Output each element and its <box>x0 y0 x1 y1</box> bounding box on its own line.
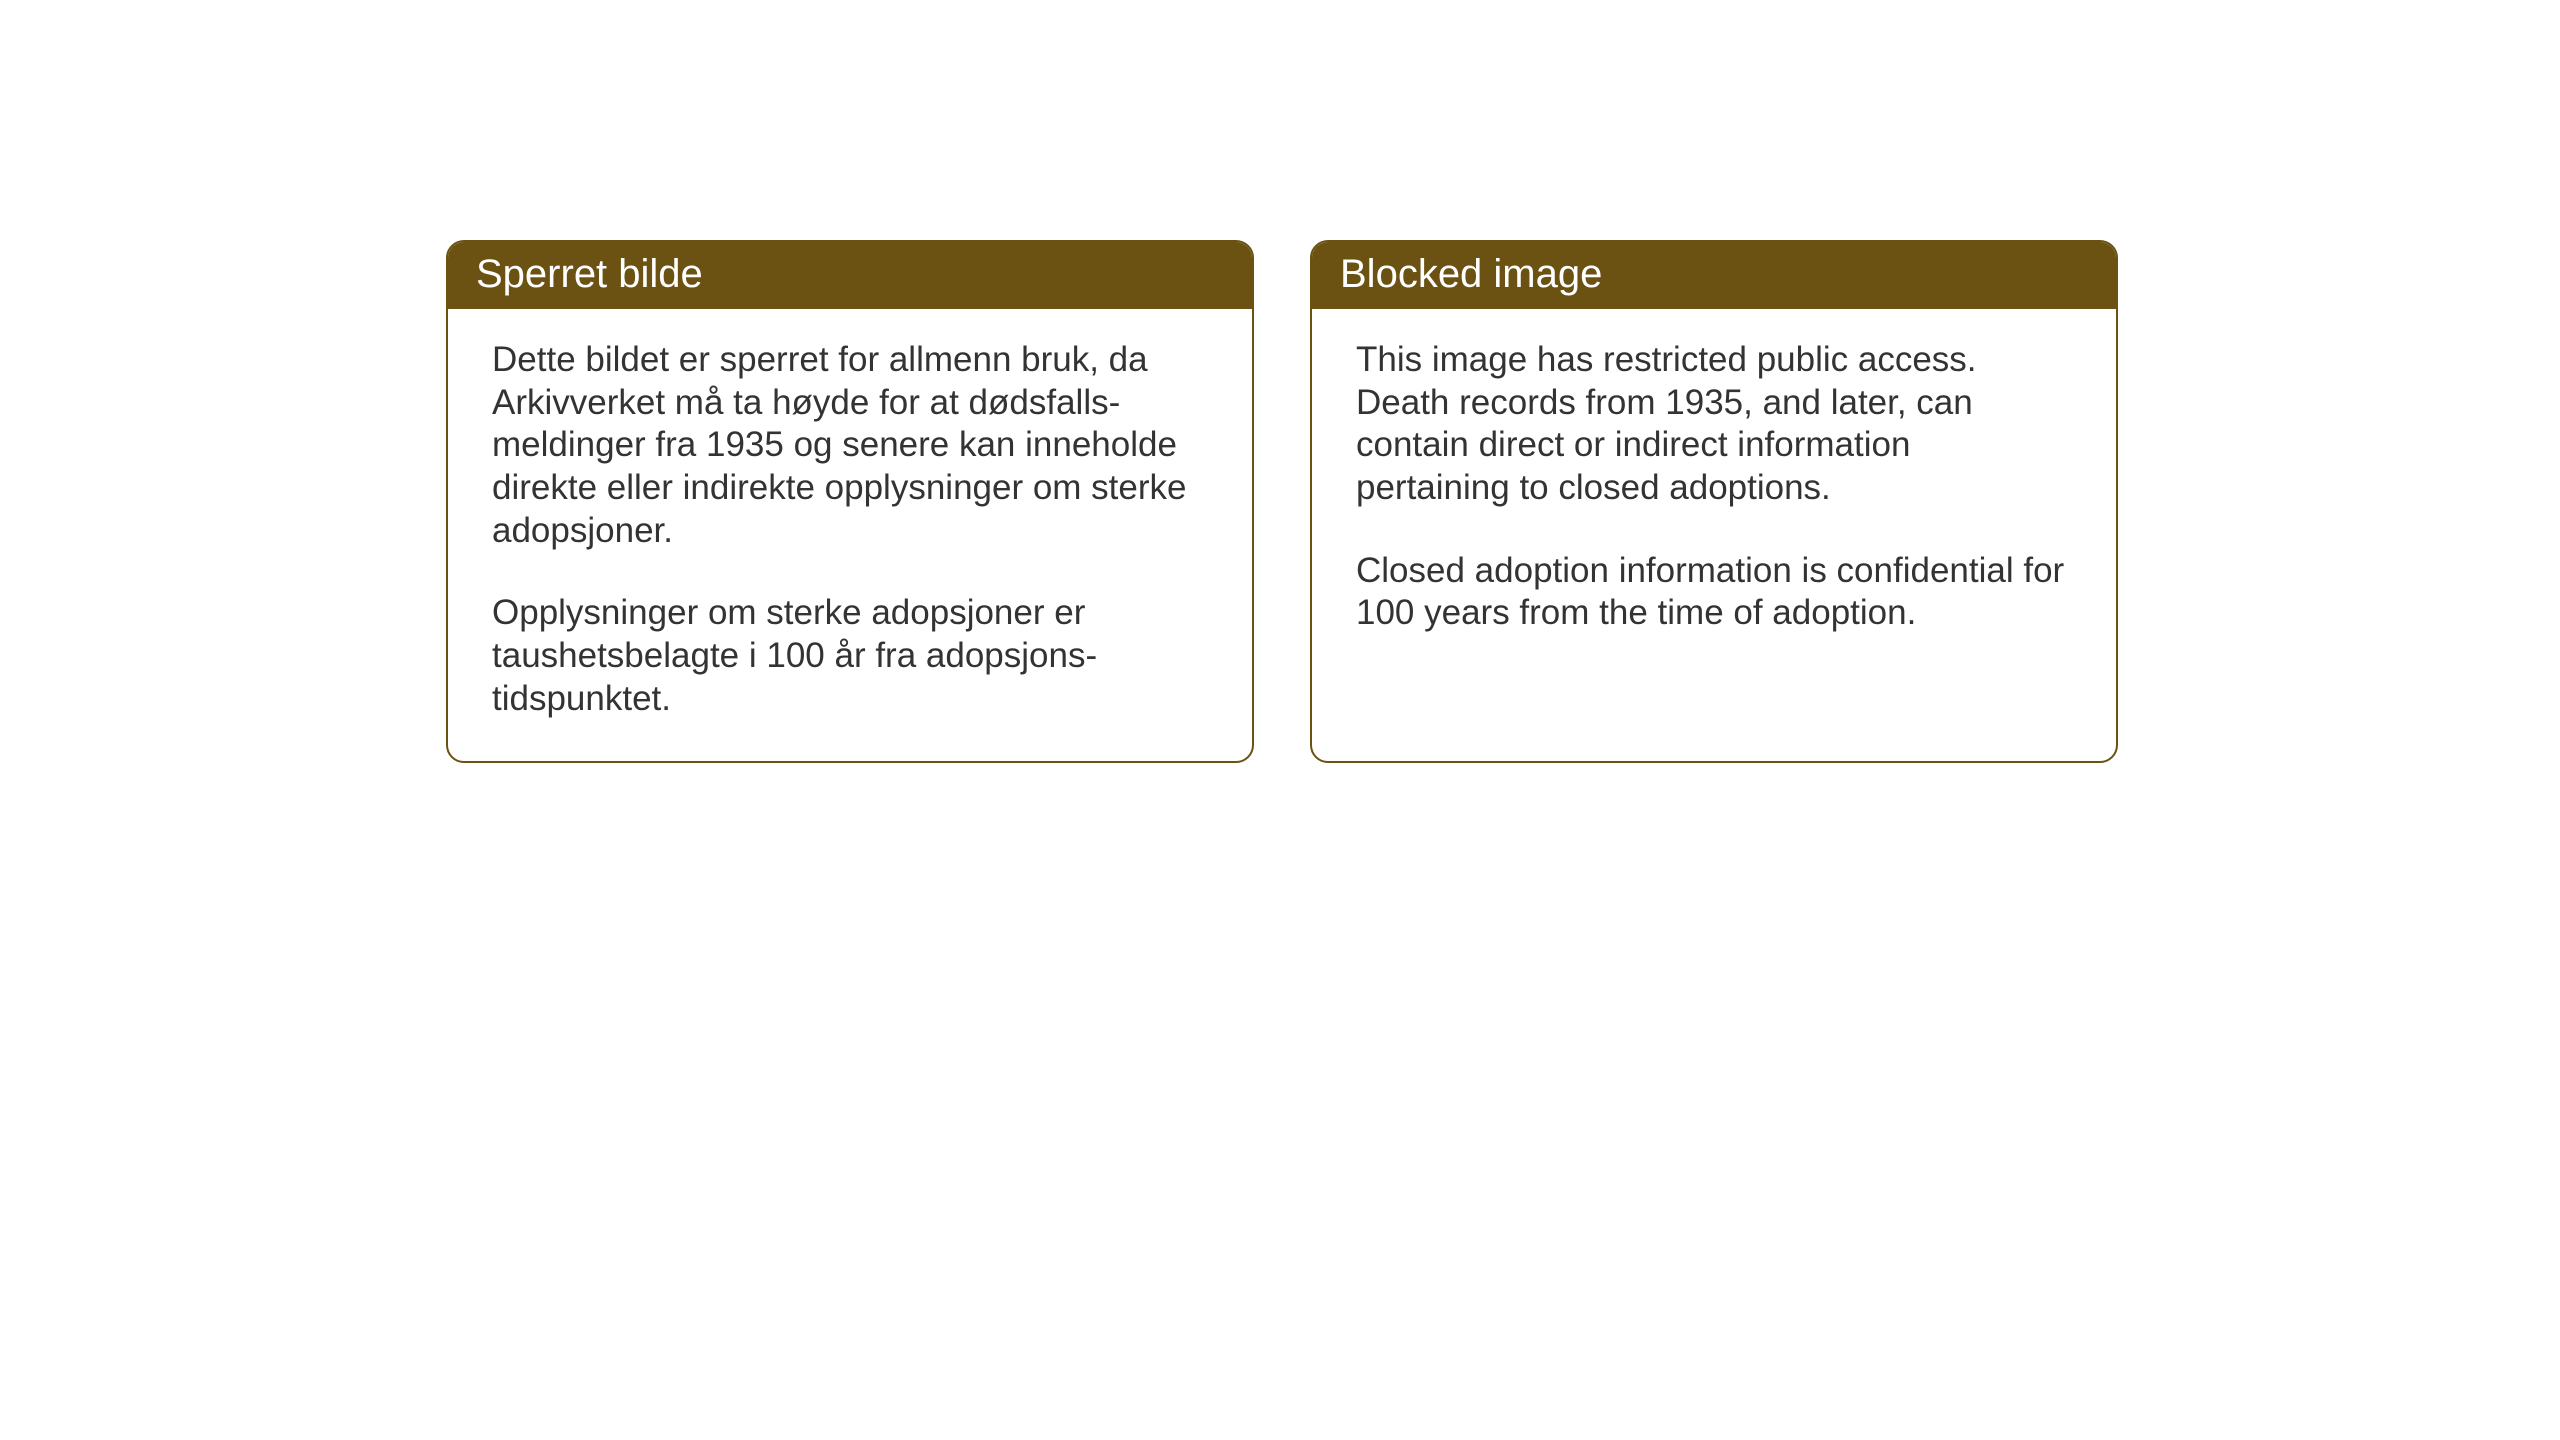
card-paragraph: Closed adoption information is confident… <box>1356 550 2072 635</box>
card-paragraph: Opplysninger om sterke adopsjoner er tau… <box>492 592 1208 720</box>
card-english: Blocked image This image has restricted … <box>1310 240 2118 763</box>
card-paragraph: Dette bildet er sperret for allmenn bruk… <box>492 339 1208 552</box>
card-title-english: Blocked image <box>1312 242 2116 309</box>
card-norwegian: Sperret bilde Dette bildet er sperret fo… <box>446 240 1254 763</box>
card-body-norwegian: Dette bildet er sperret for allmenn bruk… <box>448 309 1252 761</box>
cards-container: Sperret bilde Dette bildet er sperret fo… <box>446 240 2118 763</box>
card-title-norwegian: Sperret bilde <box>448 242 1252 309</box>
card-paragraph: This image has restricted public access.… <box>1356 339 2072 510</box>
card-body-english: This image has restricted public access.… <box>1312 309 2116 675</box>
